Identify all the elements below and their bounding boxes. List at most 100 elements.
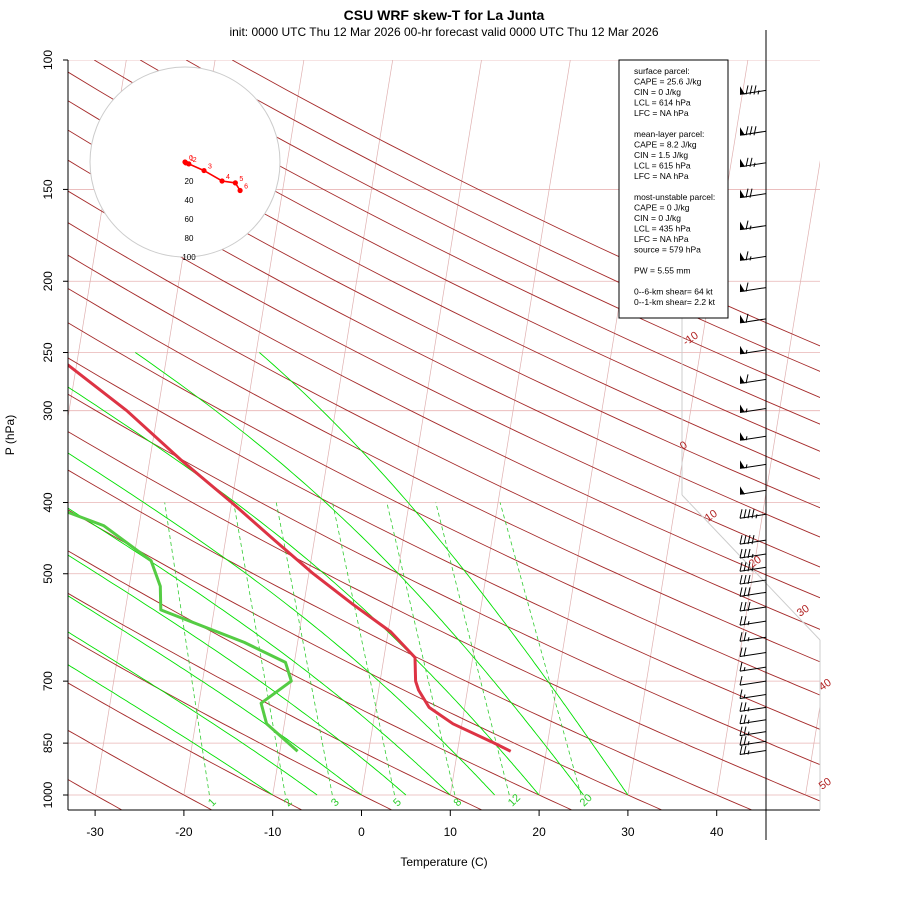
wind-barb [739,616,767,626]
dry-adiabat [68,60,664,810]
isotherm-label: 0 [678,439,690,452]
wind-barb [739,509,767,519]
info-line: LFC = NA hPa [634,234,689,244]
moist-adiabat [68,352,496,796]
wind-barb-column [739,30,767,840]
dewpoint-profile [68,247,299,753]
moist-adiabat [135,352,584,796]
info-line: 0--1-km shear= 2.2 kt [634,297,716,307]
info-line [634,182,636,192]
info-line: CIN = 1.5 J/kg [634,150,688,160]
wind-barb [739,85,767,95]
info-line: 0--6-km shear= 64 kt [634,287,713,297]
dry-adiabat [68,60,820,810]
moist-adiabat [68,352,362,796]
info-line: CIN = 0 J/kg [634,213,681,223]
y-tick-label: 850 [41,733,55,753]
chart-subtitle: init: 0000 UTC Thu 12 Mar 2026 00-hr for… [229,25,658,39]
mixing-ratio-label: 3 [329,796,342,809]
y-tick-label: 700 [41,671,55,691]
dry-adiabat [68,60,820,810]
wind-barb [739,662,767,672]
mixing-ratio-label: 2 [282,796,295,809]
wind-barb [739,632,767,642]
hodograph-point [237,187,243,194]
info-line: most-unstable parcel: [634,192,715,202]
temperature-profile [68,83,512,753]
dry-adiabat [185,60,820,810]
dry-adiabat [68,60,820,810]
info-line [634,255,636,265]
info-line: LCL = 615 hPa [634,161,691,171]
y-tick-label: 150 [41,179,55,199]
wind-barb [739,601,767,612]
dry-adiabat [68,60,394,810]
wind-barb [739,188,767,199]
info-line: source = 579 hPa [634,245,701,255]
hodograph-point [186,161,192,167]
isotherm-line [272,60,394,796]
dry-adiabat [139,60,820,810]
inner-border [681,494,821,641]
dry-adiabat [68,60,820,810]
wind-barb [739,282,767,293]
isotherm-line [361,60,482,796]
wind-barb [739,251,767,261]
mixing-ratio-line [499,502,582,796]
dry-adiabat [68,60,820,810]
wind-barb [739,726,767,737]
dry-adiabat [68,60,574,810]
info-line [634,119,636,129]
wind-barb [739,745,767,756]
parcel-info-text: surface parcel: CAPE = 25.6 J/kg CIN = 0 J… [634,66,716,307]
x-tick-label: 40 [710,825,724,839]
mixing-ratio-label: 5 [391,796,404,809]
hodograph-point-label: 0 [189,155,193,162]
mixing-ratio-label: 1 [206,796,219,809]
wind-barb [739,702,767,712]
isotherm-label: 40 [817,677,834,694]
hodograph-point [201,167,207,174]
dry-adiabat [93,60,820,810]
isotherm-line [449,60,571,796]
hodograph-point [232,180,238,186]
x-axis-label: Temperature (C) [400,855,487,869]
wind-barb [739,157,767,168]
wind-barb [739,374,767,384]
sounding-profiles [68,83,512,753]
y-tick-label: 400 [41,492,55,512]
wind-barb [739,126,767,136]
hodograph-point-label: 6 [244,184,248,191]
hodograph-point-label: 1 [190,156,194,163]
dry-adiabat [68,60,820,810]
moist-adiabat [68,352,318,796]
y-tick-label: 300 [41,400,55,420]
x-tick-label: 0 [358,825,365,839]
dry-adiabat [68,60,820,810]
wind-barb [739,432,767,441]
mixing-ratio-line [164,502,210,796]
mixing-ratio-line [435,502,510,796]
info-line: LFC = NA hPa [634,171,689,181]
x-tick-label: -10 [264,825,282,839]
hodograph-point [219,178,225,184]
wind-barb [739,345,767,355]
isotherm-line [183,60,305,796]
wind-barb [739,587,767,597]
info-line: LCL = 435 hPa [634,224,691,234]
y-tick-label: 1000 [41,781,55,808]
dry-adiabat [68,60,820,810]
wind-barb [739,562,767,572]
wind-barb [739,736,767,746]
wind-barb [739,689,767,700]
wind-barb [739,574,767,585]
isotherm-label: 30 [795,603,812,620]
info-line: CAPE = 0 J/kg [634,203,690,213]
background-lines [68,60,820,810]
mixing-ratio-label: 20 [578,792,595,809]
dry-adiabat [68,60,820,810]
wind-barb [739,460,767,469]
x-tick-label: -30 [86,825,104,839]
